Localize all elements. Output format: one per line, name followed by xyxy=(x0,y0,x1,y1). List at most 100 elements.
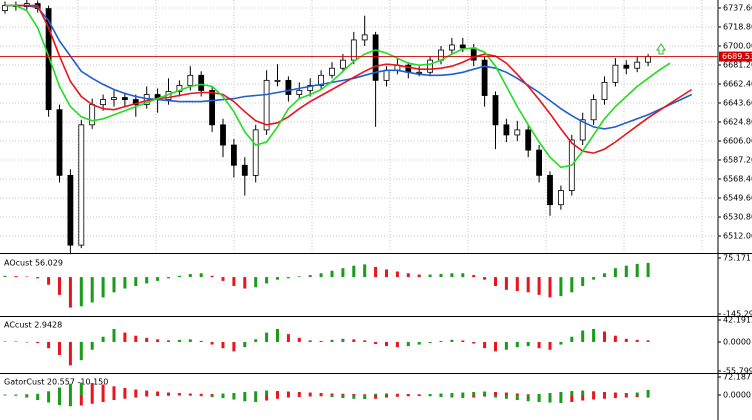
histogram-bar xyxy=(461,273,465,278)
candle-body xyxy=(176,85,183,92)
histogram-bar xyxy=(592,391,596,396)
histogram-bar xyxy=(646,389,650,396)
y-tick-label: 6530.80 xyxy=(723,213,752,222)
histogram-bar xyxy=(36,277,40,279)
y-tick-label: 6700.00 xyxy=(723,41,752,50)
histogram-bar xyxy=(177,393,181,396)
histogram-bar xyxy=(123,395,127,399)
histogram-bar xyxy=(3,275,7,278)
histogram-bar xyxy=(319,273,323,278)
histogram-bar xyxy=(603,395,606,399)
histogram-bar xyxy=(635,392,639,396)
candle-body xyxy=(67,174,74,246)
histogram-bar xyxy=(504,395,508,399)
histogram-bar xyxy=(363,394,367,396)
histogram-bar xyxy=(68,341,72,366)
histogram-bar xyxy=(363,264,367,278)
histogram-bar xyxy=(112,328,116,342)
histogram-bar xyxy=(58,395,61,406)
histogram-bar xyxy=(177,339,181,342)
histogram-bar xyxy=(352,339,356,342)
y-tick-label: 6624.80 xyxy=(723,118,752,127)
histogram-bar xyxy=(145,390,149,396)
histogram-bar xyxy=(232,341,236,352)
indicator-title: GatorCust 20.557 -10.150 xyxy=(4,378,108,387)
histogram-bar xyxy=(319,395,323,397)
histogram-bar xyxy=(36,395,40,401)
histogram-bar xyxy=(483,341,487,349)
histogram-bar xyxy=(504,341,508,350)
histogram-bar xyxy=(581,390,585,396)
candle-body xyxy=(56,109,63,176)
current-price-label: 6689.53 xyxy=(722,52,752,61)
histogram-bar xyxy=(646,395,650,398)
candle-body xyxy=(350,39,357,61)
histogram-bar xyxy=(450,339,454,342)
candle-body xyxy=(263,79,270,131)
candle-body xyxy=(547,174,553,206)
histogram-bar xyxy=(570,277,574,293)
candle-body xyxy=(383,69,390,81)
candle-body xyxy=(241,164,248,176)
histogram-bar xyxy=(156,339,160,342)
histogram-bar xyxy=(297,395,301,398)
histogram-bar xyxy=(14,341,18,342)
histogram-bar xyxy=(363,395,367,400)
histogram-bar xyxy=(265,277,269,284)
histogram-bar xyxy=(613,268,617,278)
histogram-bar xyxy=(25,394,29,396)
histogram-bar xyxy=(613,395,617,399)
histogram-bar xyxy=(417,274,421,278)
y-tick-label: 6587.20 xyxy=(723,156,752,165)
histogram-bar xyxy=(494,395,497,398)
histogram-bar xyxy=(25,341,29,343)
histogram-bar xyxy=(646,262,650,278)
y-tick-label: -55.7994 xyxy=(723,367,752,376)
y-tick-label: 6643.60 xyxy=(723,99,752,108)
histogram-bar xyxy=(548,393,552,396)
histogram-bar xyxy=(504,392,508,396)
histogram-bar xyxy=(58,277,61,295)
histogram-bar xyxy=(232,277,236,286)
candle-body xyxy=(230,144,237,166)
histogram-bar xyxy=(515,277,519,292)
y-tick-label: -145.299 xyxy=(723,310,752,319)
histogram-bar xyxy=(363,340,367,342)
histogram-bar xyxy=(101,384,105,396)
histogram-bar xyxy=(330,393,334,396)
histogram-bar xyxy=(428,274,432,278)
histogram-bar xyxy=(483,395,487,397)
histogram-bar xyxy=(603,273,606,278)
candle-body xyxy=(296,90,303,95)
histogram-bar xyxy=(167,340,170,342)
candle-body xyxy=(318,74,325,86)
histogram-bar xyxy=(79,277,83,307)
histogram-bar xyxy=(68,277,72,308)
histogram-bar xyxy=(177,395,181,396)
candle-body xyxy=(220,124,226,146)
histogram-bar xyxy=(515,393,519,396)
histogram-bar xyxy=(188,393,192,396)
candle-body xyxy=(45,8,52,111)
candle-body xyxy=(198,74,205,91)
histogram-bar xyxy=(177,275,181,278)
histogram-bar xyxy=(254,395,258,403)
candle-body xyxy=(536,149,542,176)
histogram-bar xyxy=(3,395,7,396)
histogram-bar xyxy=(134,389,138,396)
histogram-bar xyxy=(330,270,334,278)
histogram-bar xyxy=(526,394,530,396)
histogram-bar xyxy=(221,341,225,349)
candle-body xyxy=(590,99,597,121)
candle-body xyxy=(481,59,488,96)
histogram-bar xyxy=(167,395,170,396)
histogram-bar xyxy=(308,275,312,278)
histogram-bar xyxy=(297,337,301,342)
histogram-bar xyxy=(199,395,203,397)
histogram-bar xyxy=(90,277,94,303)
histogram-bar xyxy=(308,392,312,396)
histogram-bar xyxy=(134,395,138,398)
histogram-bar xyxy=(286,395,290,398)
up-arrow-icon xyxy=(656,43,666,55)
